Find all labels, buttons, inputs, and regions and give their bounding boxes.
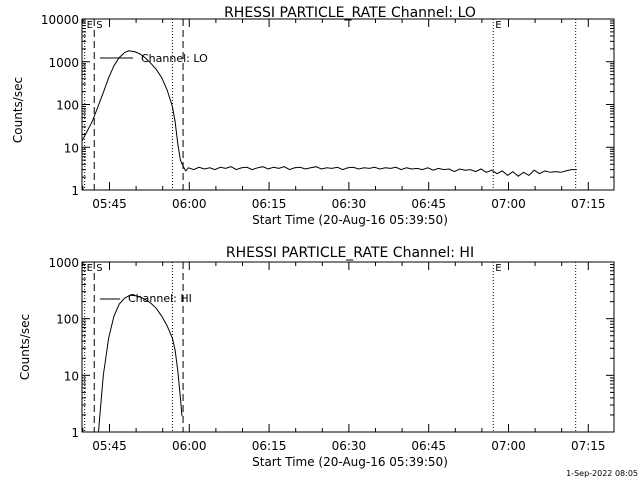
time-marker-label: E bbox=[495, 20, 501, 31]
x-tick-label: 07:15 bbox=[571, 197, 606, 211]
y-tick-label: 1000 bbox=[48, 56, 79, 70]
y-tick-label: 100 bbox=[56, 313, 79, 327]
series-layer bbox=[81, 50, 577, 177]
plot-frame bbox=[81, 18, 615, 191]
axis-ticks: 1 10 100 1000 10000 05:45 06:00 06:15 06:30 06:45… bbox=[41, 13, 614, 211]
y-tick-label: 1000 bbox=[48, 256, 79, 270]
chart-title: RHESSI PARTICLE_RATE Channel: LO bbox=[224, 5, 476, 21]
x-tick-label: 06:45 bbox=[411, 197, 446, 211]
time-marker-label: S bbox=[96, 263, 102, 274]
time-marker-label: S bbox=[96, 20, 102, 31]
x-tick-label: 05:45 bbox=[92, 197, 127, 211]
time-marker-label: E bbox=[87, 263, 93, 274]
x-axis-label: Start Time (20-Aug-16 05:39:50) bbox=[252, 455, 448, 469]
lo-channel-panel: RHESSI PARTICLE_RATE Channel: LO Counts/… bbox=[11, 5, 615, 227]
legend-label: Channel: HI bbox=[128, 292, 192, 305]
series-line bbox=[98, 294, 183, 433]
axis-ticks: 1 10 100 1000 05:45 06:00 06:15 06:30 06:45 07:00… bbox=[48, 256, 614, 453]
y-tick-label: 1 bbox=[71, 184, 79, 198]
y-tick-label: 10 bbox=[64, 369, 79, 383]
x-tick-label: 06:45 bbox=[411, 439, 446, 453]
x-tick-label: 06:30 bbox=[332, 197, 367, 211]
y-axis-label: Counts/sec bbox=[11, 77, 25, 143]
series-layer bbox=[98, 294, 183, 433]
y-tick-label: 100 bbox=[56, 99, 79, 113]
chart-title: RHESSI PARTICLE_RATE Channel: HI bbox=[226, 245, 474, 261]
x-tick-label: 07:15 bbox=[571, 439, 606, 453]
x-tick-label: 07:00 bbox=[491, 197, 526, 211]
x-tick-label: 06:00 bbox=[172, 197, 207, 211]
generation-timestamp: 1-Sep-2022 08:05 bbox=[566, 469, 638, 478]
x-tick-label: 06:00 bbox=[172, 439, 207, 453]
x-tick-label: 06:15 bbox=[252, 197, 287, 211]
y-tick-label: 10000 bbox=[41, 13, 79, 27]
x-tick-label: 07:00 bbox=[491, 439, 526, 453]
time-marker-label: E bbox=[495, 263, 501, 274]
x-tick-label: 06:30 bbox=[332, 439, 367, 453]
series-line bbox=[81, 50, 577, 177]
x-axis-label: Start Time (20-Aug-16 05:39:50) bbox=[252, 213, 448, 227]
plot-frame bbox=[81, 261, 615, 433]
x-tick-label: 05:45 bbox=[92, 439, 127, 453]
legend: Channel: LO bbox=[100, 52, 208, 65]
y-axis-label: Counts/sec bbox=[18, 314, 32, 380]
time-marker-label: E bbox=[87, 20, 93, 31]
y-tick-label: 1 bbox=[71, 426, 79, 440]
legend-label: Channel: LO bbox=[141, 52, 208, 65]
hi-channel-panel: RHESSI PARTICLE_RATE Channel: HI Counts/… bbox=[18, 245, 615, 469]
y-tick-label: 10 bbox=[64, 141, 79, 155]
x-tick-label: 06:15 bbox=[252, 439, 287, 453]
legend: Channel: HI bbox=[100, 292, 192, 305]
